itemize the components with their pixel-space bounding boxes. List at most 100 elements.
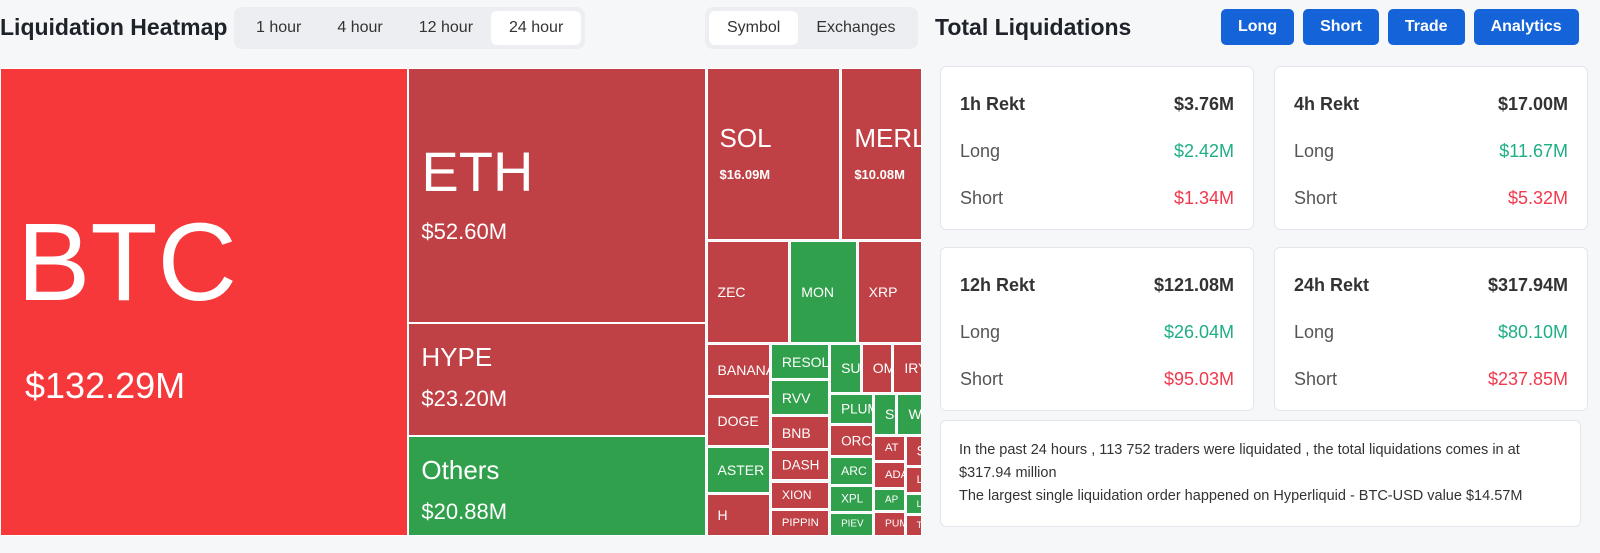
totals-title: Total Liquidations bbox=[935, 14, 1132, 40]
treemap-tile[interactable]: DOGE bbox=[706, 396, 770, 446]
tile-label: XION bbox=[781, 488, 812, 503]
treemap-tile[interactable]: W bbox=[897, 393, 922, 435]
treemap-tile[interactable]: XPL bbox=[830, 485, 873, 513]
treemap-tile[interactable]: PIEV bbox=[830, 513, 873, 536]
row-label: Short bbox=[1294, 369, 1338, 389]
time-tab[interactable]: 1 hour bbox=[256, 19, 302, 36]
tile-label: BTC bbox=[17, 201, 237, 324]
tile-label: DASH bbox=[781, 457, 820, 473]
treemap-tile[interactable]: AP bbox=[874, 488, 905, 512]
treemap-tile[interactable]: L bbox=[905, 467, 922, 493]
tile-label: AT bbox=[885, 442, 899, 455]
tile-label: ETH bbox=[421, 140, 534, 203]
tile-label: RESOLV bbox=[781, 353, 829, 370]
treemap-tile[interactable]: ETH $52.60M bbox=[408, 68, 706, 324]
treemap-tile[interactable]: BNB bbox=[770, 416, 830, 449]
action-button[interactable]: Short bbox=[1303, 9, 1379, 45]
tile-label: XRP bbox=[868, 283, 898, 300]
treemap-tile[interactable]: L bbox=[905, 493, 922, 515]
treemap: BTC $132.29M ETH $52.60M HYPE $23.20M Others $2… bbox=[0, 68, 922, 536]
time-tabs: 1 hour 4 hour 12 hour 24 hour bbox=[234, 7, 586, 49]
tile-label: XPL bbox=[841, 492, 864, 506]
card-row: Long $26.04M bbox=[960, 322, 1234, 343]
treemap-tile[interactable]: ASTER bbox=[706, 446, 770, 493]
time-tab[interactable]: 24 hour bbox=[491, 11, 582, 45]
tile-label: PUMP bbox=[885, 518, 904, 530]
card-total: $3.76M bbox=[1173, 94, 1234, 114]
tile-label: DOGE bbox=[717, 413, 759, 430]
treemap-tile[interactable]: ZEC bbox=[706, 240, 790, 343]
view-tab[interactable]: Symbol bbox=[709, 11, 799, 45]
row-label: Short bbox=[960, 188, 1004, 208]
treemap-tile[interactable]: PLUME bbox=[830, 393, 873, 425]
tile-label: AP bbox=[885, 494, 899, 506]
treemap-tile[interactable]: IRYS bbox=[893, 343, 922, 393]
tile-label: ASTER bbox=[717, 461, 765, 478]
row-value: $11.67M bbox=[1499, 141, 1568, 161]
time-tab[interactable]: 12 hour bbox=[418, 19, 474, 36]
treemap-tile[interactable]: SUI bbox=[830, 343, 861, 393]
action-button[interactable]: Analytics bbox=[1473, 9, 1579, 45]
tile-label: BNB bbox=[781, 424, 811, 441]
treemap-tile[interactable]: PIPPIN bbox=[770, 510, 830, 536]
treemap-tile[interactable]: HYPE $23.20M bbox=[408, 323, 706, 436]
summary-line: In the past 24 hours , 113 752 traders w… bbox=[959, 442, 1520, 481]
treemap-tile[interactable]: T bbox=[905, 515, 922, 536]
treemap-tile[interactable]: H bbox=[706, 493, 770, 536]
treemap-tile[interactable]: RVV bbox=[770, 380, 830, 416]
row-label: Long bbox=[1294, 322, 1335, 342]
treemap-tile[interactable]: RESOLV bbox=[770, 343, 830, 380]
tile-value: $52.60M bbox=[421, 219, 508, 244]
treemap-tile[interactable]: MON bbox=[790, 240, 857, 343]
rekt-card: 1h Rekt $3.76M Long $2.42M Short $1.34M bbox=[940, 66, 1254, 230]
treemap-tile[interactable]: SOL $16.09M bbox=[706, 68, 841, 240]
tile-label: W bbox=[908, 406, 922, 423]
treemap-tile[interactable]: MERL $10.08M bbox=[841, 68, 922, 240]
card-header: 12h Rekt $121.08M bbox=[960, 275, 1234, 296]
action-buttons: Long Short Trade Analytics bbox=[1221, 9, 1579, 45]
card-header: 4h Rekt $17.00M bbox=[1294, 94, 1568, 115]
tile-value: $132.29M bbox=[25, 365, 186, 406]
tile-label: PLUME bbox=[841, 401, 872, 417]
rekt-card: 12h Rekt $121.08M Long $26.04M Short $95.03M bbox=[940, 247, 1254, 411]
card-row: Short $95.03M bbox=[960, 369, 1234, 390]
treemap-tile[interactable]: XRP bbox=[857, 240, 922, 343]
row-value: $26.04M bbox=[1163, 322, 1234, 342]
treemap-tile[interactable]: BANANA bbox=[706, 343, 770, 396]
tile-label: PIEV bbox=[841, 518, 864, 530]
row-value: $80.10M bbox=[1497, 322, 1568, 342]
action-button[interactable]: Trade bbox=[1387, 9, 1465, 45]
treemap-tile[interactable]: ADA bbox=[874, 462, 905, 488]
treemap-tile[interactable]: ARC bbox=[830, 457, 873, 485]
card-title: 24h Rekt bbox=[1294, 275, 1370, 295]
treemap-tile[interactable]: Others $20.88M bbox=[408, 435, 706, 536]
treemap-tile[interactable]: PUMP bbox=[874, 512, 905, 536]
card-row: Short $1.34M bbox=[960, 188, 1234, 209]
tile-label: ST bbox=[885, 406, 895, 423]
tile-label: PIPPIN bbox=[781, 516, 819, 529]
tile-label: T bbox=[916, 520, 922, 531]
treemap-tile[interactable]: XION bbox=[770, 481, 830, 510]
treemap-tile[interactable]: S bbox=[905, 435, 922, 467]
view-tab[interactable]: Exchanges bbox=[816, 19, 896, 36]
treemap-tile[interactable]: BTC $132.29M bbox=[0, 68, 409, 536]
tile-value: $23.20M bbox=[421, 386, 508, 412]
view-tabs: Symbol Exchanges bbox=[705, 7, 918, 49]
summary: In the past 24 hours , 113 752 traders w… bbox=[940, 420, 1581, 527]
card-total: $17.00M bbox=[1497, 94, 1568, 114]
tile-label: ARC bbox=[841, 463, 867, 478]
treemap-tile[interactable]: AT bbox=[874, 435, 905, 462]
treemap-tile[interactable]: OM bbox=[861, 343, 893, 393]
tile-label: S bbox=[917, 443, 921, 458]
row-label: Long bbox=[960, 141, 1001, 161]
tile-label: ZEC bbox=[717, 283, 746, 300]
time-tab[interactable]: 4 hour bbox=[337, 19, 383, 36]
card-header: 1h Rekt $3.76M bbox=[960, 94, 1234, 115]
action-button[interactable]: Long bbox=[1221, 9, 1295, 45]
treemap-tile[interactable]: ST bbox=[874, 393, 897, 435]
card-title: 12h Rekt bbox=[960, 275, 1036, 295]
treemap-tile[interactable]: DASH bbox=[770, 449, 830, 481]
